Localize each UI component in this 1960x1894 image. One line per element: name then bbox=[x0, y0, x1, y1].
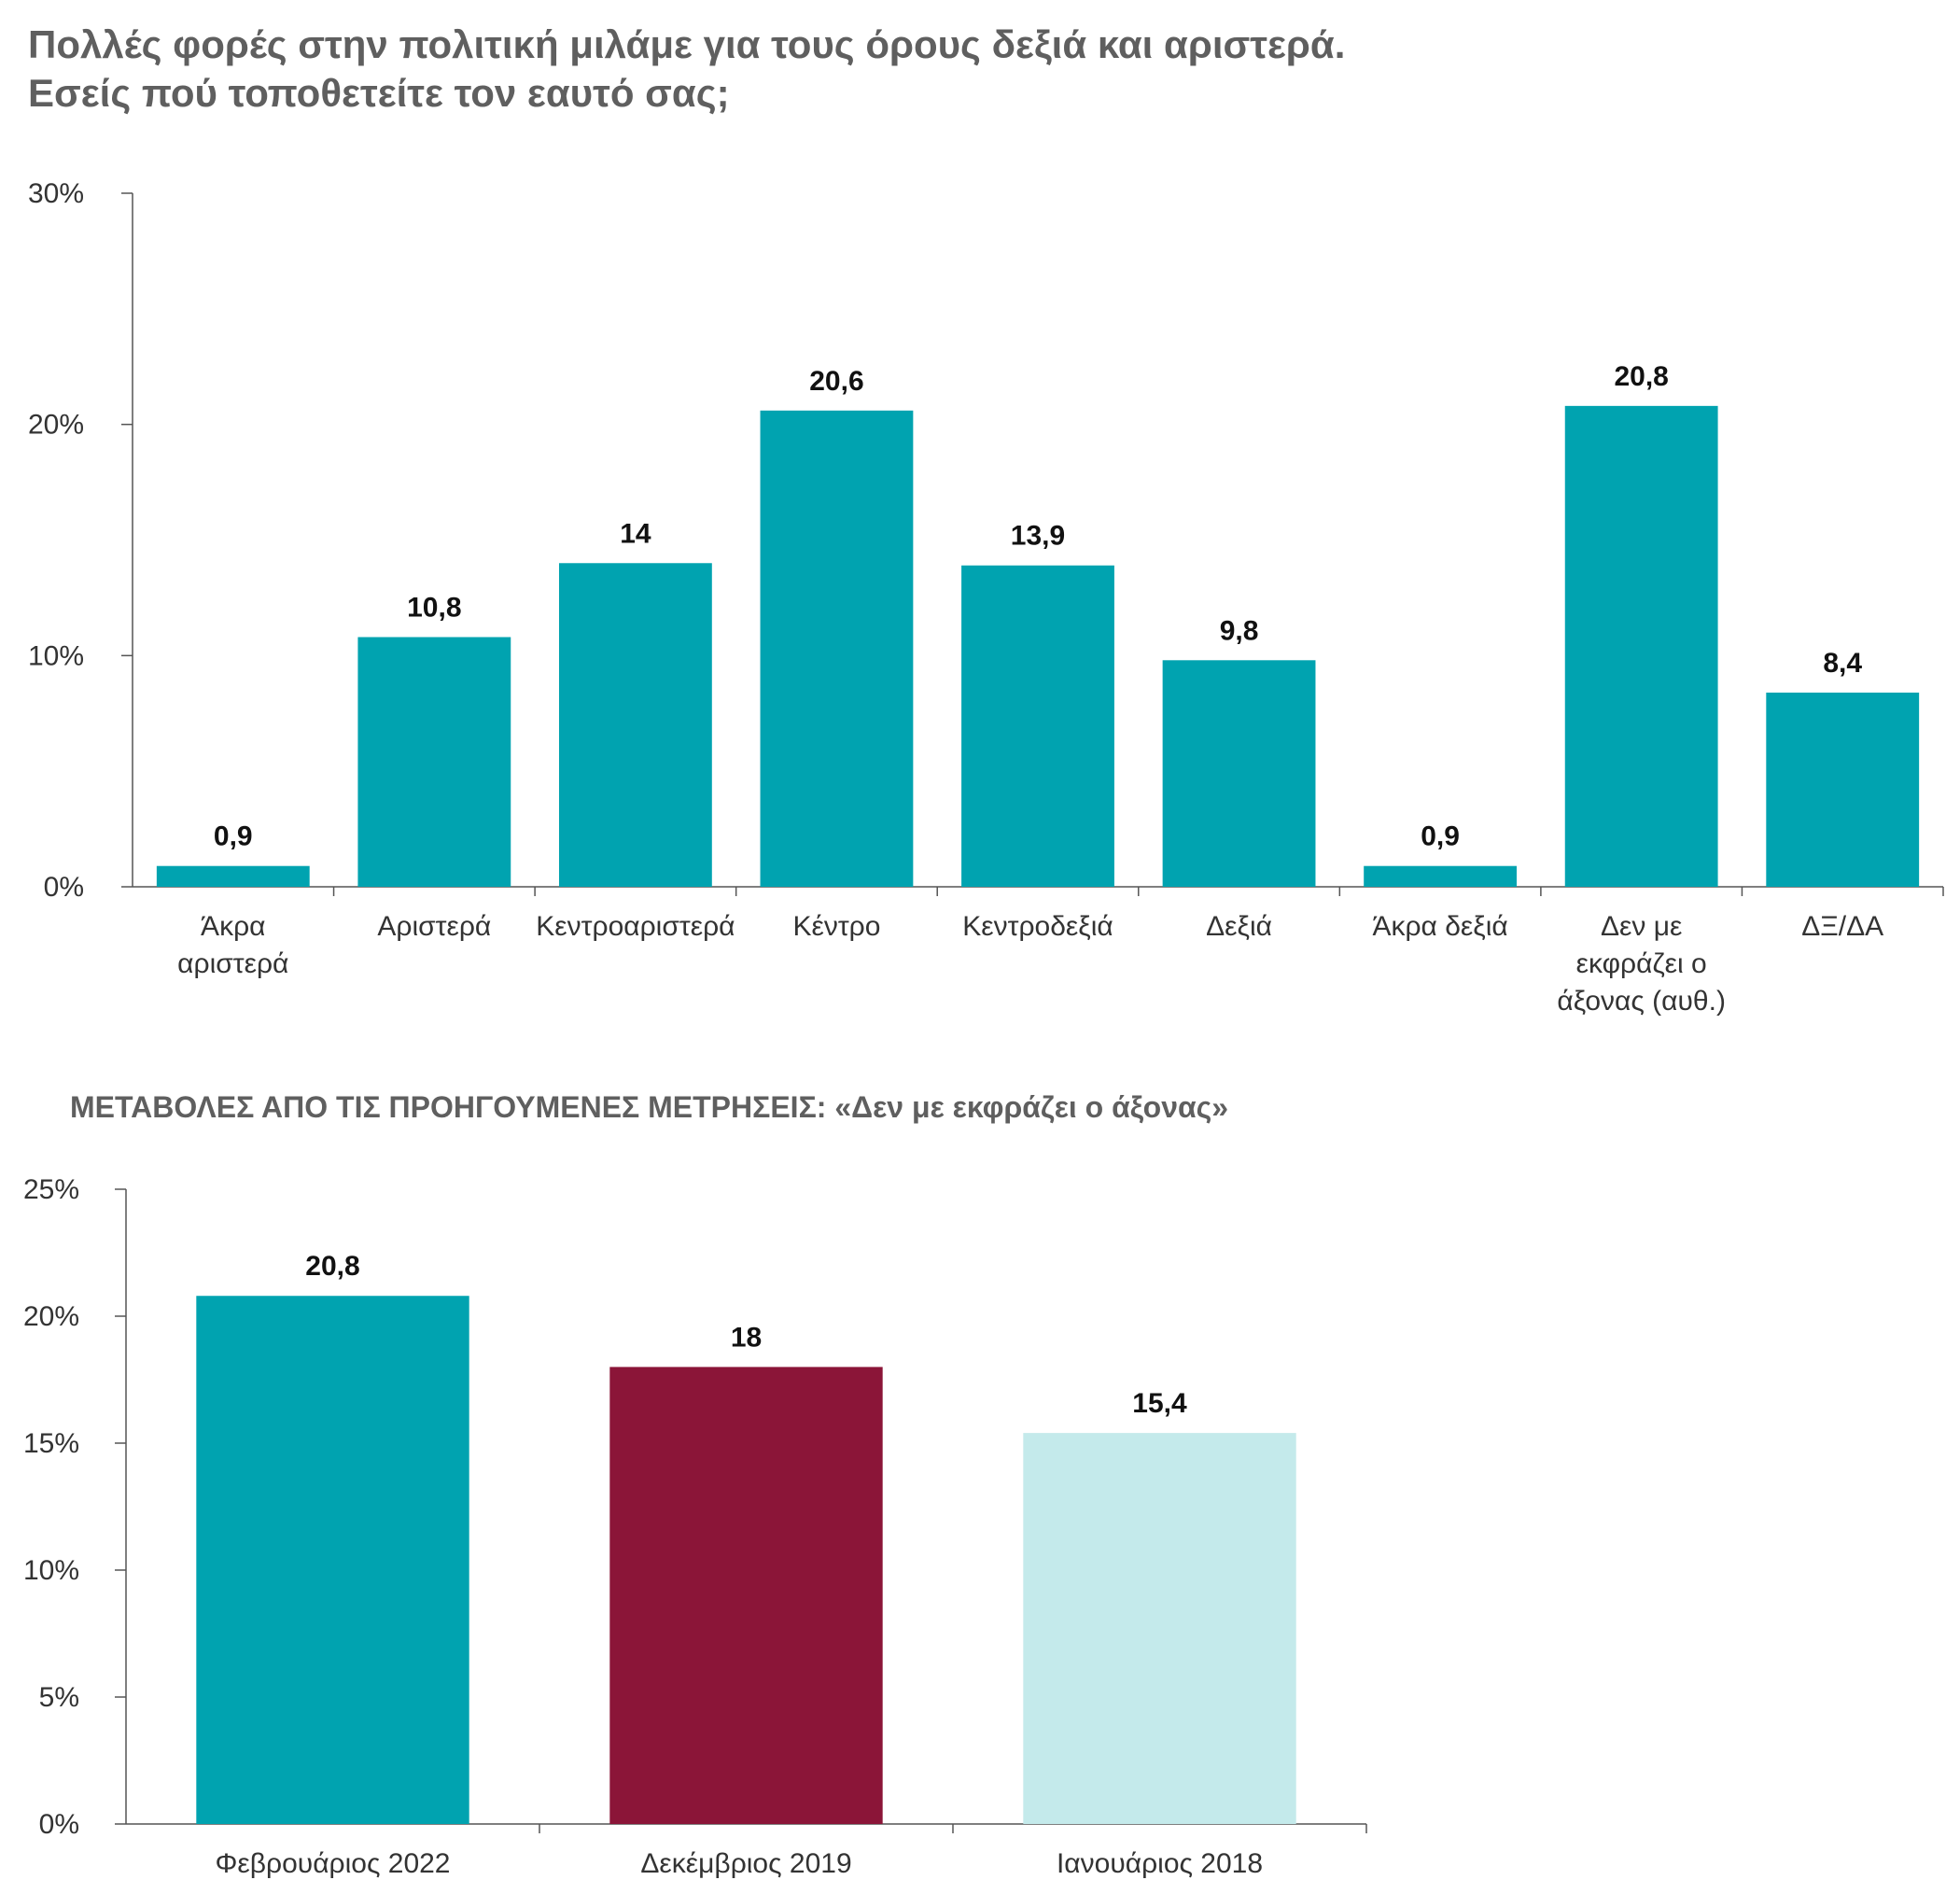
category-label: ΔΞ/ΔΑ bbox=[1801, 911, 1883, 942]
y-tick-label: 0% bbox=[39, 1809, 79, 1840]
bar-value-label: 20,8 bbox=[305, 1251, 359, 1282]
y-tick-label: 30% bbox=[28, 178, 84, 209]
bar-value-label: 14 bbox=[620, 518, 651, 549]
category-label: Κεντροδεξιά bbox=[962, 911, 1113, 942]
category-label: Άκρα αριστερά bbox=[177, 911, 288, 979]
y-tick-label: 25% bbox=[23, 1174, 79, 1205]
y-tick-label: 20% bbox=[23, 1301, 79, 1332]
position-bar-chart: 0% 10% 20% 30% 0,9 Άκρα αριστερά 10,8 Αριστερά 14… bbox=[28, 178, 1944, 1017]
y-tick-label: 10% bbox=[23, 1555, 79, 1586]
bar bbox=[196, 1296, 469, 1824]
y-tick-label: 10% bbox=[28, 640, 84, 671]
bar bbox=[961, 565, 1114, 887]
bar bbox=[357, 637, 511, 887]
category-label: Δεξιά bbox=[1206, 911, 1272, 942]
category-label: Κέντρο bbox=[792, 911, 880, 942]
category-label: Φεβρουάριος 2022 bbox=[215, 1848, 450, 1879]
bar bbox=[558, 563, 712, 887]
bar bbox=[1766, 692, 1920, 887]
category-label: Κεντροαριστερά bbox=[536, 911, 735, 942]
bar-value-label: 20,8 bbox=[1614, 361, 1668, 392]
second-chart-title: ΜΕΤΑΒΟΛΕΣ ΑΠΟ ΤΙΣ ΠΡΟΗΓΟΥΜΕΝΕΣ ΜΕΤΡΗΣΕΙΣ… bbox=[70, 1090, 1229, 1124]
category-label: Αριστερά bbox=[377, 911, 491, 942]
y-tick-label: 5% bbox=[39, 1682, 79, 1713]
bar-value-label: 18 bbox=[731, 1322, 762, 1353]
bar-value-label: 15,4 bbox=[1132, 1388, 1187, 1419]
bar bbox=[1162, 660, 1316, 887]
bar-value-label: 13,9 bbox=[1011, 521, 1065, 552]
category-label: Ιανουάριος 2018 bbox=[1057, 1848, 1263, 1879]
bar bbox=[1364, 865, 1518, 887]
bar-value-label: 8,4 bbox=[1823, 648, 1862, 679]
bar-value-label: 0,9 bbox=[1421, 821, 1460, 852]
bar-value-label: 9,8 bbox=[1220, 615, 1259, 646]
bar-value-label: 0,9 bbox=[214, 821, 253, 852]
bar-value-label: 20,6 bbox=[809, 366, 863, 397]
bar bbox=[1564, 405, 1718, 887]
bar bbox=[609, 1367, 883, 1824]
chart-title: Πολλές φορές στην πολιτική μιλάμε για το… bbox=[28, 21, 1345, 118]
y-tick-label: 20% bbox=[28, 410, 84, 441]
y-tick-label: 0% bbox=[44, 872, 84, 903]
bar-value-label: 10,8 bbox=[407, 593, 461, 624]
category-label: Δεκέμβριος 2019 bbox=[640, 1848, 851, 1879]
y-tick-label: 15% bbox=[23, 1428, 79, 1459]
bar bbox=[1023, 1433, 1296, 1824]
title-line-1: Πολλές φορές στην πολιτική μιλάμε για το… bbox=[28, 22, 1346, 66]
title-line-2: Εσείς πού τοποθετείτε τον εαυτό σας; bbox=[28, 71, 730, 115]
category-label: Δεν με εκφράζει ο άξονας (αυθ.) bbox=[1557, 911, 1726, 1017]
bar bbox=[760, 410, 914, 887]
category-label: Άκρα δεξιά bbox=[1372, 911, 1507, 942]
bar bbox=[156, 865, 310, 887]
